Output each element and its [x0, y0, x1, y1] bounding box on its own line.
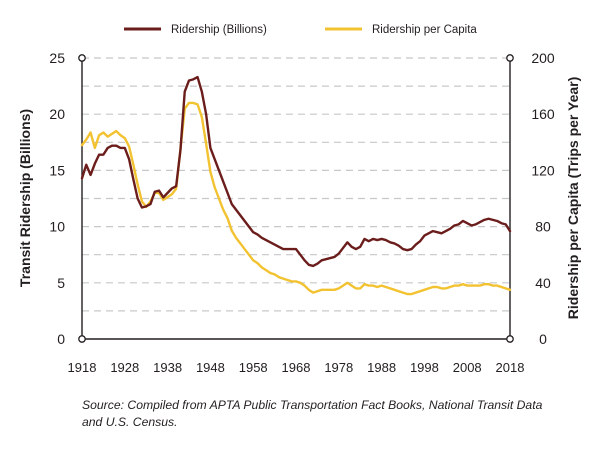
- x-tick-label: 2008: [453, 360, 482, 375]
- legend: Ridership (Billions) Ridership per Capit…: [124, 24, 477, 36]
- y-tick-label-left: 0: [57, 331, 65, 347]
- axis-end-marker: [78, 54, 86, 62]
- y-tick-label-right: 40: [535, 275, 551, 291]
- y-axis-title-left: Transit Ridership (Billions): [17, 109, 33, 287]
- x-tick-label: 1958: [239, 360, 268, 375]
- y-tick-label-right: 80: [535, 219, 551, 235]
- y-tick-label-right: 160: [531, 106, 555, 122]
- y-tick-label-right: 200: [531, 50, 555, 66]
- axes: [78, 54, 514, 343]
- x-tick-label: 1988: [367, 360, 396, 375]
- x-tick-label: 1968: [282, 360, 311, 375]
- axis-end-marker: [78, 335, 86, 343]
- x-tick-label: 1998: [410, 360, 439, 375]
- axis-end-marker: [506, 54, 514, 62]
- y-tick-label-left: 15: [49, 162, 65, 178]
- axis-end-marker: [506, 335, 514, 343]
- source-note: Source: Compiled from APTA Public Transp…: [82, 398, 543, 429]
- x-tick-label: 1938: [153, 360, 182, 375]
- x-tick-label: 1928: [110, 360, 139, 375]
- y-tick-label-left: 25: [49, 50, 65, 66]
- y-tick-label-left: 20: [49, 106, 65, 122]
- series-line-ridership: [80, 75, 512, 268]
- x-tick-label: 2018: [496, 360, 525, 375]
- x-tick-label: 1948: [196, 360, 225, 375]
- y-tick-label-left: 10: [49, 219, 65, 235]
- y-tick-label-right: 120: [531, 162, 555, 178]
- y-tick-label-left: 5: [57, 275, 65, 291]
- y-tick-label-right: 0: [539, 331, 547, 347]
- y-axis-title-right: Ridership per Capita (Trips per Year): [565, 77, 581, 319]
- gridlines: [82, 57, 510, 312]
- legend-label-per-capita: Ridership per Capita: [372, 24, 477, 36]
- series-lines: [80, 75, 512, 296]
- legend-label-ridership: Ridership (Billions): [171, 24, 267, 36]
- x-tick-label: 1918: [68, 360, 97, 375]
- tick-labels: 1918 1928 1938 1948 1958 1968 1978 1988 1998 2008…: [49, 50, 554, 375]
- x-tick-label: 1978: [324, 360, 353, 375]
